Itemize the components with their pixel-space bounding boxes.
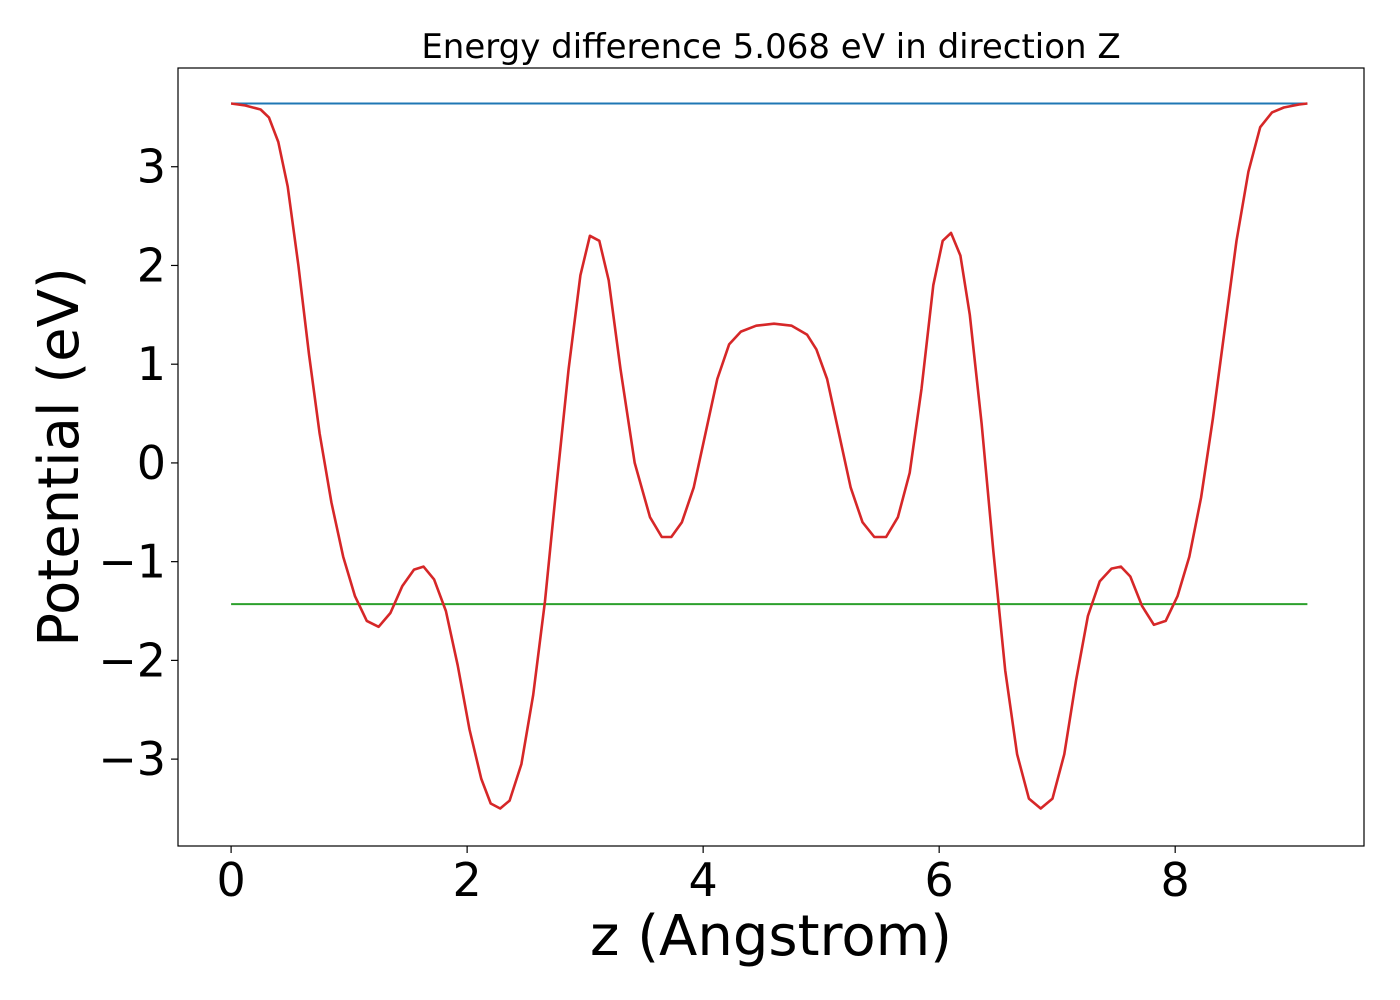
y-tick-label: 2 (137, 238, 166, 292)
y-axis-label: Potential (eV) (27, 267, 92, 647)
y-tick-label: 0 (137, 436, 166, 490)
plot-frame (177, 67, 1365, 847)
y-tick-label: 1 (137, 337, 166, 391)
x-tick-label: 2 (452, 853, 481, 907)
series-line-2 (230, 102, 1308, 810)
x-ticks: 0 2 4 6 8 (216, 846, 1190, 907)
y-ticks: 3 2 1 0 −1 −2 −3 (98, 140, 178, 786)
x-tick-label: 8 (1161, 853, 1190, 907)
y-tick-label: −3 (98, 732, 166, 786)
x-tick-label: 6 (925, 853, 954, 907)
y-tick-label: 3 (137, 140, 166, 194)
series-layer (230, 102, 1308, 810)
chart-title: Energy difference 5.068 eV in direction … (421, 27, 1120, 67)
y-tick-label: −2 (98, 633, 166, 687)
x-axis-label: z (Angstrom) (590, 904, 952, 969)
y-tick-label: −1 (98, 535, 166, 589)
x-tick-label: 0 (216, 853, 245, 907)
x-tick-label: 4 (689, 853, 718, 907)
